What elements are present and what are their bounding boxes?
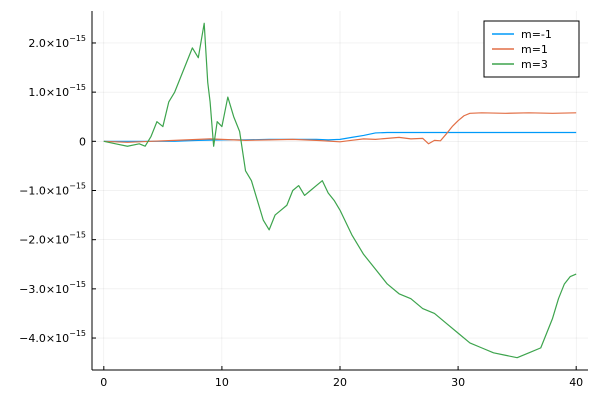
legend-label: m=-1: [521, 28, 552, 41]
y-tick-label: −3.0×10−15: [19, 280, 86, 296]
x-tick-labels: 0 10 20 30 40: [100, 376, 583, 389]
y-tick-label-exponent: −15: [69, 280, 86, 289]
y-tick-label-base: 2.0×10: [28, 37, 69, 50]
series-line-3: [103, 22, 577, 359]
legend: m=-1 m=1 m=3: [483, 20, 580, 78]
y-tick-label-base: −2.0×10: [19, 234, 69, 247]
y-tick-label-base: −4.0×10: [19, 332, 69, 345]
y-tick-label-base: 1.0×10: [28, 86, 69, 99]
series-lines: [103, 22, 577, 359]
y-tick-label-base: −1.0×10: [19, 185, 69, 198]
x-tick-label: 30: [451, 376, 465, 389]
x-tick-label: 0: [100, 376, 107, 389]
x-tick-label: 10: [215, 376, 229, 389]
y-tick-label-base: 0: [79, 135, 86, 148]
x-tick-label: 40: [569, 376, 583, 389]
y-tick-label-exponent: −15: [69, 34, 86, 43]
y-tick-label: −1.0×10−15: [19, 182, 86, 198]
y-tick-label: −4.0×10−15: [19, 329, 86, 345]
y-tick-label-exponent: −15: [69, 231, 86, 240]
y-tick-label-exponent: −15: [69, 83, 86, 92]
series-line-2: [103, 112, 577, 145]
y-tick-label-base: −3.0×10: [19, 283, 69, 296]
y-tick-label: 0: [79, 135, 86, 148]
series-line-1: [103, 131, 577, 142]
y-tick-label-exponent: −15: [69, 182, 86, 191]
y-tick-labels: 2.0×10−151.0×10−150−1.0×10−15−2.0×10−15−…: [19, 34, 86, 345]
x-tick-label: 20: [333, 376, 347, 389]
y-tick-label: 1.0×10−15: [28, 83, 86, 99]
axes: [91, 11, 588, 371]
y-tick-label: 2.0×10−15: [28, 34, 86, 50]
legend-label: m=1: [521, 43, 548, 56]
y-tick-label: −2.0×10−15: [19, 231, 86, 247]
legend-label: m=3: [521, 58, 548, 71]
y-tick-label-exponent: −15: [69, 329, 86, 338]
